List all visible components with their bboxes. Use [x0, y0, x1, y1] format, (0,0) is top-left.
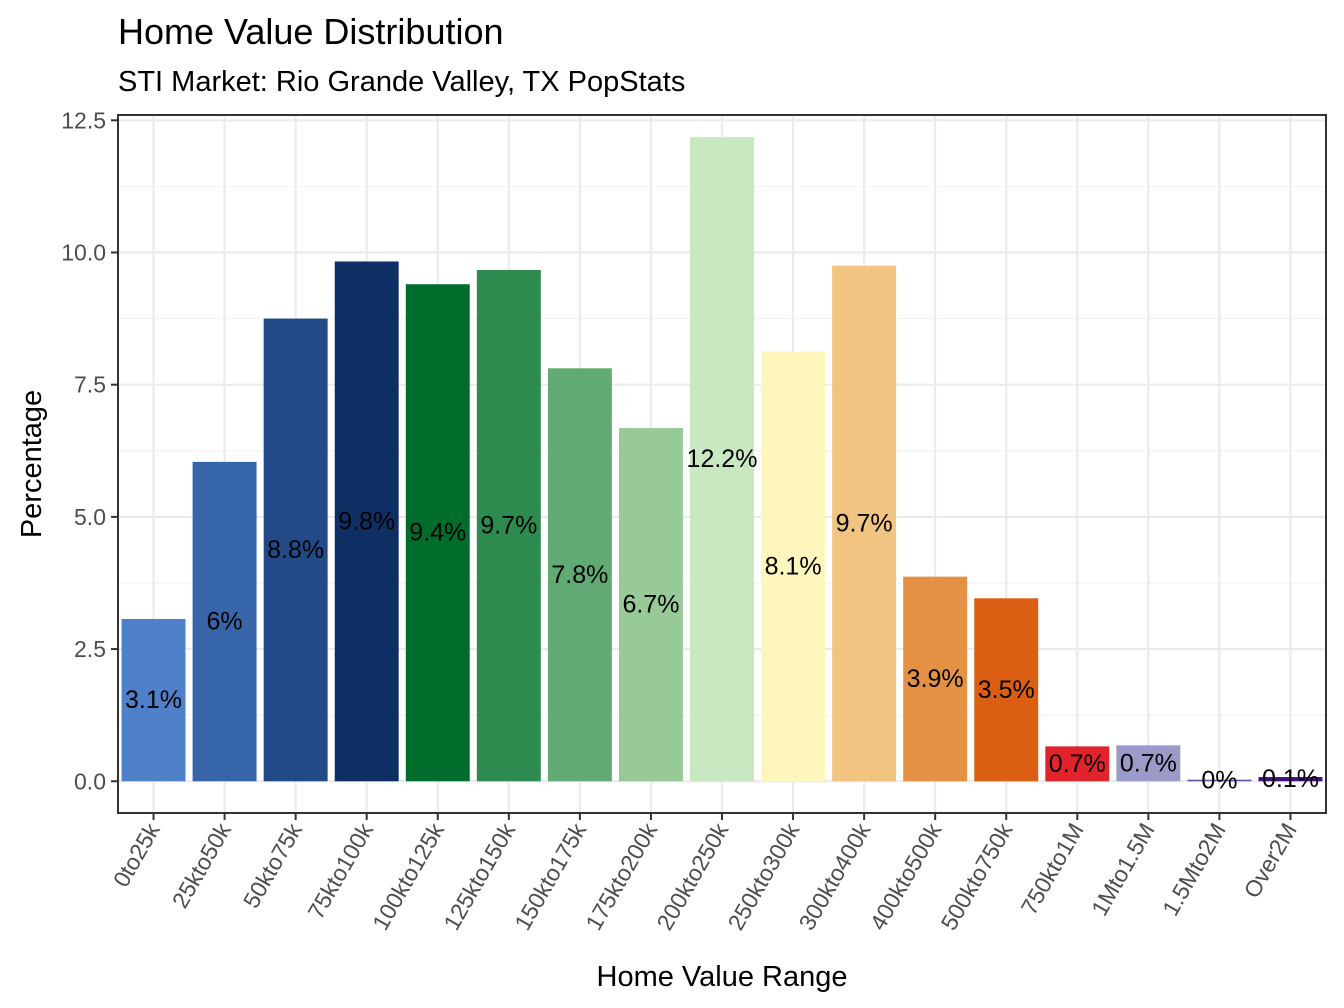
x-tick-label-Over2M: Over2M	[1238, 819, 1301, 903]
data-label-200kto250k: 12.2%	[687, 445, 758, 473]
bar-25kto50k	[192, 461, 257, 782]
bars	[121, 137, 1323, 782]
data-label-Over2M: 0.1%	[1262, 765, 1319, 793]
data-label-750kto1M: 0.7%	[1049, 750, 1106, 778]
x-tick-label-1.5Mto2M: 1.5Mto2M	[1157, 819, 1231, 921]
chart-subtitle: STI Market: Rio Grande Valley, TX PopSta…	[118, 66, 685, 98]
chart-title: Home Value Distribution	[118, 11, 504, 52]
data-label-400kto500k: 3.9%	[907, 665, 964, 693]
data-label-250kto300k: 8.1%	[765, 552, 822, 580]
x-tick-label-200kto250k: 200kto250k	[651, 818, 733, 934]
data-label-1.5Mto2M: 0%	[1201, 766, 1237, 794]
bar-0to25k	[121, 618, 186, 782]
bar-1.5Mto2M	[1187, 779, 1252, 782]
bar-100kto125k	[405, 284, 470, 782]
bar-400kto500k	[903, 576, 968, 782]
bar-150kto175k	[547, 368, 612, 782]
x-axis: 0to25k 25kto50k 50kto75k75kto100k100kto125…	[108, 813, 1302, 935]
x-axis-title: Home Value Range	[597, 961, 848, 993]
bar-200kto250k	[690, 137, 754, 782]
bar-250kto300k	[761, 351, 826, 782]
x-tick-label-250kto300k: 250kto300k	[722, 818, 804, 934]
data-label-100kto125k: 9.4%	[409, 519, 466, 547]
bar-750kto1M	[1045, 746, 1110, 782]
x-tick-label-175kto200k: 175kto200k	[580, 818, 662, 934]
bar-125kto150k	[476, 269, 541, 782]
data-label-125kto150k: 9.7%	[480, 512, 537, 540]
x-tick-label-500kto750k: 500kto750k	[936, 818, 1018, 934]
y-axis: 0.0 2.5 5.0 7.5 10.0 12.5	[61, 107, 118, 794]
bar-300kto400k	[832, 265, 897, 782]
y-tick-label: 5.0	[74, 504, 106, 530]
data-label-75kto100k: 9.8%	[338, 507, 395, 535]
bar-175kto200k	[618, 428, 683, 782]
data-label-500kto750k: 3.5%	[978, 676, 1035, 704]
y-tick-label: 7.5	[74, 372, 106, 398]
data-label-300kto400k: 9.7%	[836, 509, 893, 537]
y-tick-label: 2.5	[74, 636, 106, 662]
x-tick-label-750kto1M: 750kto1M	[1016, 819, 1089, 919]
x-tick-label-75kto100k: 75kto100k	[302, 818, 378, 923]
x-tick-label-300kto400k: 300kto400k	[793, 818, 875, 934]
data-label-50kto75k: 8.8%	[267, 536, 324, 564]
bar-50kto75k	[263, 318, 328, 782]
bar-500kto750k	[974, 598, 1039, 782]
bar-Over2M	[1258, 777, 1323, 782]
data-label-175kto200k: 6.7%	[622, 591, 679, 619]
data-label-1Mto1.5M: 0.7%	[1120, 749, 1177, 777]
data-label-150kto175k: 7.8%	[551, 561, 608, 589]
y-tick-label: 12.5	[61, 107, 106, 133]
data-label-25kto50k: 6%	[207, 608, 243, 636]
x-tick-label-1Mto1.5M: 1Mto1.5M	[1086, 819, 1160, 921]
y-axis-title: Percentage	[16, 390, 48, 538]
bar-1Mto1.5M	[1116, 745, 1181, 782]
y-tick-label: 0.0	[74, 768, 106, 794]
x-tick-label-400kto500k: 400kto500k	[865, 818, 947, 934]
x-tick-label-0to25k: 0to25k	[108, 818, 165, 891]
bar-75kto100k	[334, 261, 399, 782]
y-tick-label: 10.0	[61, 239, 106, 265]
data-labels: 3.1% 6% 8.8% 9.8% 9.4% 9.7% 7.8% 6.7% 12.2% 8.1% 9…	[125, 445, 1319, 794]
x-tick-label-150kto175k: 150kto175k	[509, 818, 591, 934]
x-tick-label-125kto150k: 125kto150k	[438, 818, 520, 934]
x-tick-label-100kto125k: 100kto125k	[367, 818, 449, 934]
x-tick-label-25kto50k: 25kto50k	[167, 818, 236, 912]
data-label-0to25k: 3.1%	[125, 686, 182, 714]
x-tick-label-50kto75k: 50kto75k	[238, 818, 307, 912]
